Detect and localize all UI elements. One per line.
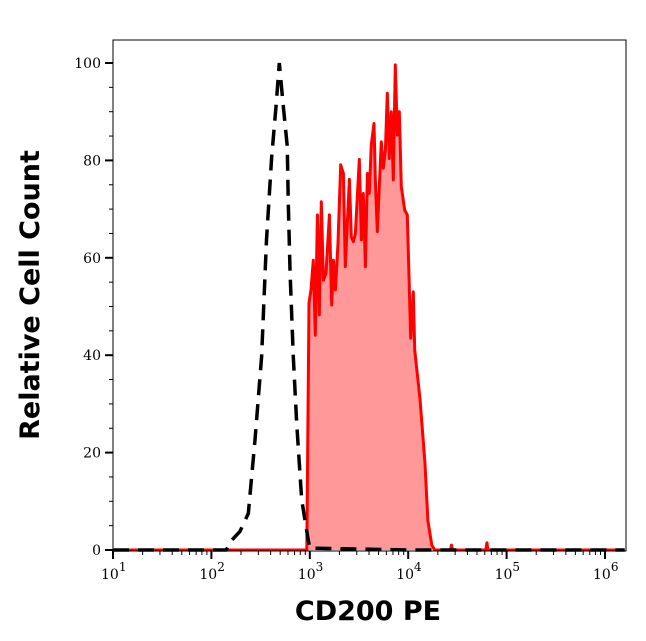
x-tick-base: 10 [199,567,217,583]
x-tick-exponent: 3 [316,560,324,574]
x-tick-exponent: 6 [611,560,619,574]
y-tick-label: 0 [92,543,101,559]
x-tick-label: 103 [298,560,323,583]
y-axis-title: Relative Cell Count [15,150,46,440]
x-tick-base: 10 [593,567,611,583]
y-tick-label: 60 [83,251,101,267]
y-tick-label: 20 [83,446,101,462]
x-tick-label: 105 [495,560,520,583]
x-tick-exponent: 5 [512,560,520,574]
y-tick-label: 80 [83,153,101,169]
y-tick-label: 100 [74,56,101,72]
x-tick-base: 10 [298,567,316,583]
x-tick-base: 10 [101,567,119,583]
plot-area [113,62,625,552]
x-tick-exponent: 2 [217,560,225,574]
series-area-fill [113,64,625,551]
x-tick-label: 102 [199,560,224,583]
x-tick-label: 101 [101,560,126,583]
y-tick-label: 40 [83,348,101,364]
x-tick-label: 104 [396,560,422,583]
x-tick-label: 106 [593,560,618,583]
x-tick-base: 10 [396,567,414,583]
x-tick-exponent: 1 [119,560,127,574]
series-line-control [113,62,625,552]
x-tick-base: 10 [495,567,513,583]
x-axis-title: CD200 PE [295,596,441,627]
series-line-stained [113,63,625,552]
x-tick-exponent: 4 [414,560,422,574]
